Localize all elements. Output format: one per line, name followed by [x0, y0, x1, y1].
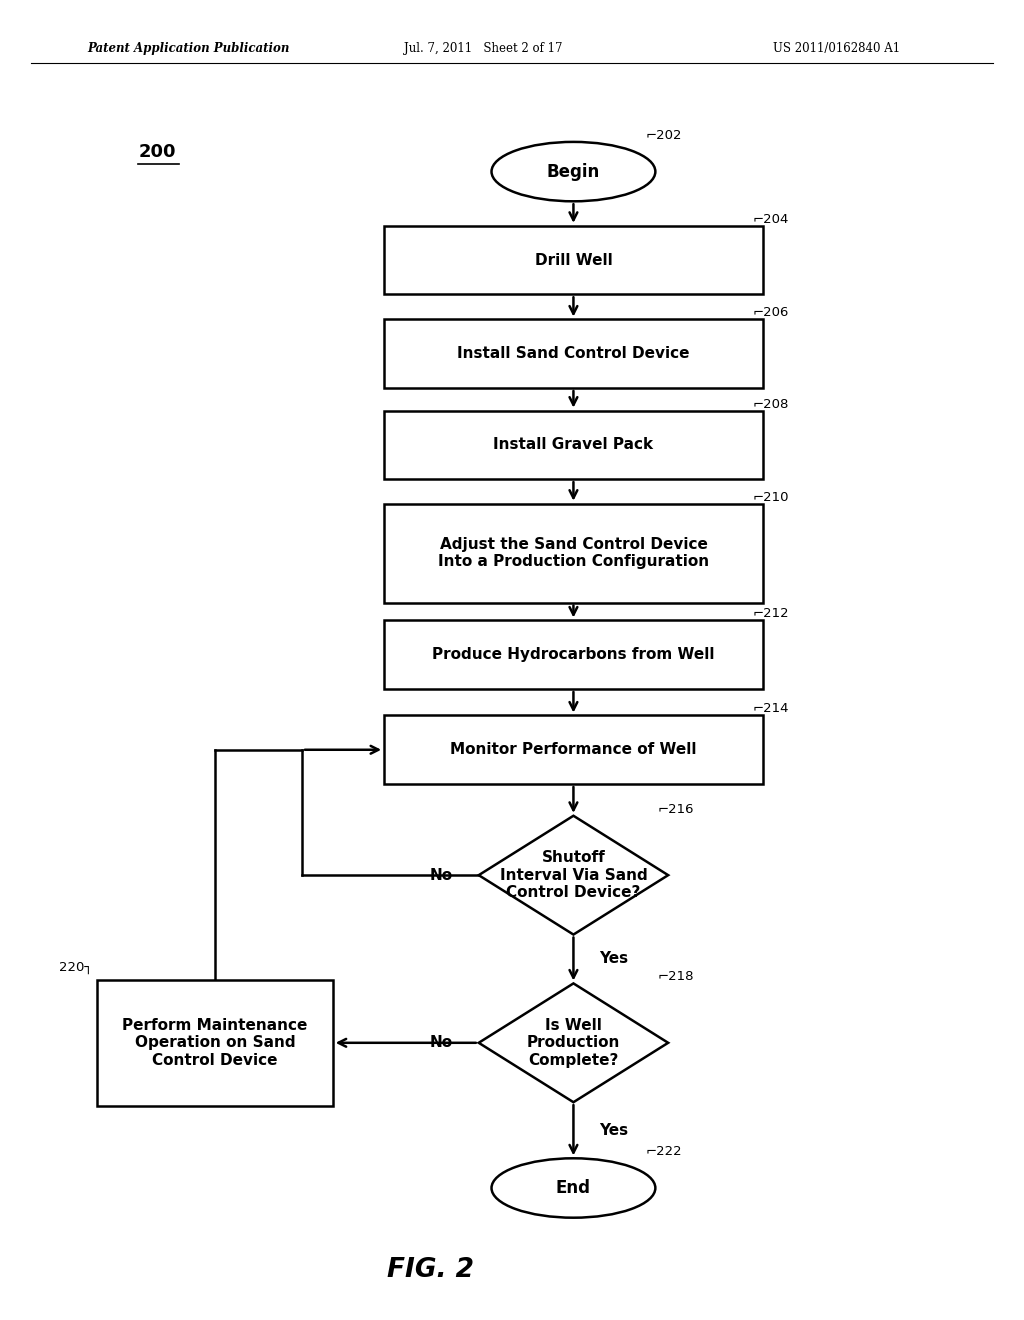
Text: Yes: Yes	[599, 1123, 628, 1138]
Text: End: End	[556, 1179, 591, 1197]
Text: ⌐208: ⌐208	[753, 397, 790, 411]
Text: FIG. 2: FIG. 2	[387, 1257, 473, 1283]
FancyBboxPatch shape	[384, 226, 763, 294]
Text: ⌐212: ⌐212	[753, 607, 790, 620]
Text: No: No	[430, 1035, 453, 1051]
Text: ⌐210: ⌐210	[753, 491, 790, 504]
FancyBboxPatch shape	[384, 620, 763, 689]
Text: Install Sand Control Device: Install Sand Control Device	[457, 346, 690, 362]
Ellipse shape	[492, 141, 655, 201]
Text: Perform Maintenance
Operation on Sand
Control Device: Perform Maintenance Operation on Sand Co…	[122, 1018, 308, 1068]
Text: Yes: Yes	[599, 952, 628, 966]
Polygon shape	[479, 816, 669, 935]
Text: ⌐214: ⌐214	[753, 702, 790, 715]
Text: ⌐222: ⌐222	[645, 1146, 682, 1159]
FancyBboxPatch shape	[384, 411, 763, 479]
Text: Begin: Begin	[547, 162, 600, 181]
Polygon shape	[479, 983, 669, 1102]
Text: ⌐202: ⌐202	[645, 129, 682, 143]
FancyBboxPatch shape	[384, 504, 763, 602]
Text: Is Well
Production
Complete?: Is Well Production Complete?	[526, 1018, 621, 1068]
FancyBboxPatch shape	[384, 715, 763, 784]
Ellipse shape	[492, 1159, 655, 1217]
Text: Drill Well: Drill Well	[535, 252, 612, 268]
Text: Shutoff
Interval Via Sand
Control Device?: Shutoff Interval Via Sand Control Device…	[500, 850, 647, 900]
Text: Monitor Performance of Well: Monitor Performance of Well	[451, 742, 696, 758]
Text: 220┐: 220┐	[58, 961, 92, 974]
Text: ⌐206: ⌐206	[753, 306, 790, 319]
FancyBboxPatch shape	[97, 979, 333, 1106]
Text: Adjust the Sand Control Device
Into a Production Configuration: Adjust the Sand Control Device Into a Pr…	[438, 537, 709, 569]
Text: ⌐204: ⌐204	[753, 213, 790, 226]
Text: Jul. 7, 2011   Sheet 2 of 17: Jul. 7, 2011 Sheet 2 of 17	[404, 42, 563, 55]
Text: US 2011/0162840 A1: US 2011/0162840 A1	[773, 42, 900, 55]
Text: ⌐216: ⌐216	[658, 803, 694, 816]
Text: Produce Hydrocarbons from Well: Produce Hydrocarbons from Well	[432, 647, 715, 663]
Text: No: No	[430, 867, 453, 883]
Text: Patent Application Publication: Patent Application Publication	[87, 42, 290, 55]
Text: ⌐218: ⌐218	[658, 970, 694, 983]
FancyBboxPatch shape	[384, 319, 763, 388]
Text: Install Gravel Pack: Install Gravel Pack	[494, 437, 653, 453]
Text: 200: 200	[138, 143, 176, 161]
